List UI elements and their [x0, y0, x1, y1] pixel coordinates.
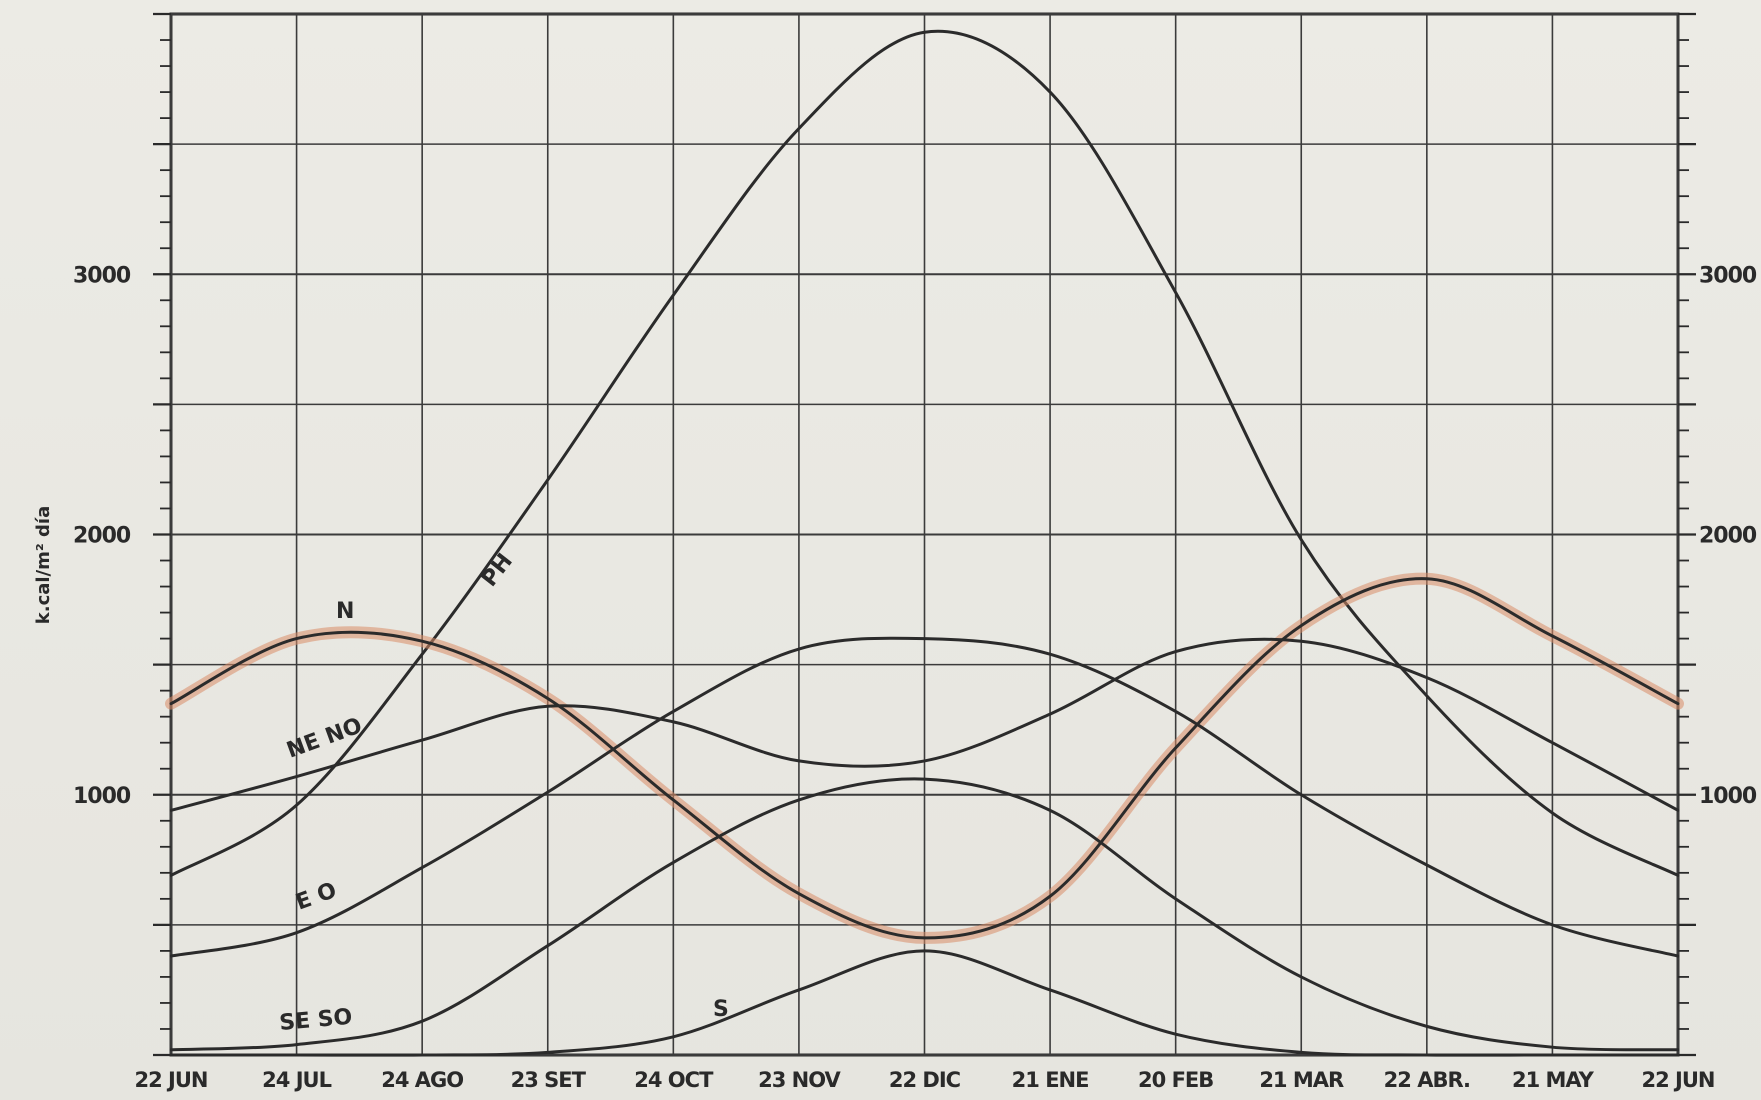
x-tick-label: 24 AGO: [381, 1068, 463, 1092]
x-tick-label: 22 ABR.: [1384, 1068, 1470, 1092]
se-so-line: [169, 777, 1680, 1052]
y-axis-label: k.cal/m² día: [33, 506, 54, 624]
x-tick-label: 22 DIC: [889, 1068, 961, 1092]
x-tick-label: 23 SET: [511, 1068, 587, 1092]
ne-no-line: [169, 637, 1680, 812]
se-so-label: SE SO: [278, 1005, 353, 1036]
s-label: S: [713, 997, 729, 1022]
n-line: [169, 577, 1680, 940]
n-label: N: [336, 599, 354, 624]
x-tick-label: 21 MAY: [1512, 1068, 1595, 1092]
x-tick-label: 22 JUN: [135, 1068, 208, 1092]
right-y-tick-label: 1000: [1699, 784, 1757, 809]
x-tick-label: 24 OCT: [634, 1068, 714, 1092]
right-y-tick-label: 2000: [1699, 524, 1757, 549]
e-o-line: [169, 636, 1680, 958]
s-line: [169, 949, 1680, 1057]
axes: 1000 2000 3000 1000 2000 3000 22 JUN 24 JUL 24 A…: [33, 12, 1758, 1092]
x-tick-label: 21 ENE: [1012, 1068, 1089, 1092]
ph-line: [169, 29, 1680, 877]
left-y-tick-label: 3000: [73, 263, 131, 288]
left-y-tick-label: 2000: [73, 524, 131, 549]
x-tick-label: 21 MAR: [1259, 1068, 1344, 1092]
e-o-label: E O: [293, 878, 340, 916]
series-lines: [165, 29, 1684, 1057]
x-tick-label: 22 JUN: [1642, 1068, 1715, 1092]
right-y-tick-label: 3000: [1699, 263, 1757, 288]
x-tick-label: 20 FEB: [1138, 1068, 1213, 1092]
x-tick-label: 24 JUL: [262, 1068, 331, 1092]
grid: [169, 12, 1680, 1057]
x-tick-label: 23 NOV: [758, 1068, 841, 1092]
ph-label: PH: [477, 549, 518, 592]
left-y-tick-label: 1000: [73, 784, 131, 809]
